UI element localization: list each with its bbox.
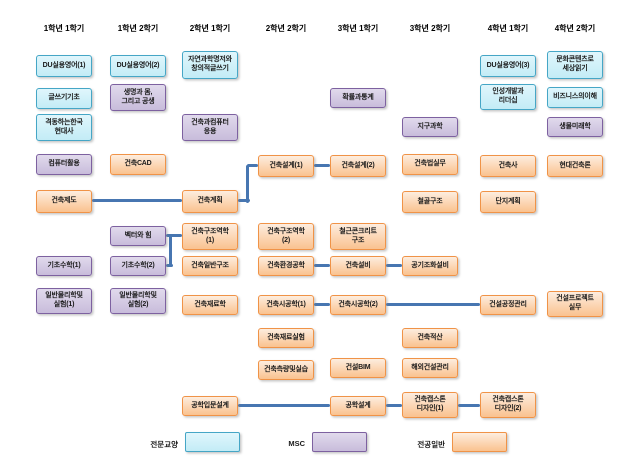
course-box: 건축일반구조 — [182, 256, 238, 276]
course-box: 건축시공학(2) — [330, 295, 386, 315]
course-box: 자연과학명저와 창의적글쓰기 — [182, 51, 238, 79]
semester-header: 4학년 1학기 — [487, 24, 529, 33]
course-box: DU실용영어(1) — [36, 55, 92, 77]
semester-header: 2학년 2학기 — [265, 24, 307, 33]
legend-label-msc: MSC — [288, 439, 305, 448]
course-box: 확률과통계 — [330, 88, 386, 108]
course-box: 건설BIM — [330, 358, 386, 378]
prerequisite-connector — [166, 264, 173, 267]
course-box: 인성개발과 리더십 — [480, 84, 536, 110]
course-box: 건축구조역학 (1) — [182, 223, 238, 250]
semester-header: 1학년 1학기 — [43, 24, 85, 33]
course-box: 글쓰기기초 — [36, 88, 92, 109]
course-box: 건축캡스톤 디자인(1) — [402, 392, 458, 418]
course-box: 공학설계 — [330, 396, 386, 416]
course-box: 건축사 — [480, 155, 536, 177]
course-box: 일반물리학및 실험(2) — [110, 288, 166, 314]
semester-header: 1학년 2학기 — [117, 24, 159, 33]
course-box: 건설프로젝트 실무 — [547, 291, 603, 317]
prerequisite-connector — [246, 165, 249, 203]
course-box: 문화콘텐츠로 세상읽기 — [547, 51, 603, 79]
course-box: 공기조화설비 — [402, 256, 458, 276]
course-box: 건축CAD — [110, 154, 166, 175]
prerequisite-connector — [247, 164, 258, 167]
course-box: 건축과컴퓨터 응용 — [182, 114, 238, 141]
course-box: 기초수학(2) — [110, 256, 166, 276]
course-box: 철근콘크리트 구조 — [330, 223, 386, 250]
prerequisite-connector — [314, 264, 330, 267]
course-box: 현대건축론 — [547, 155, 603, 177]
course-box: 철골구조 — [402, 191, 458, 213]
prerequisite-connector — [92, 199, 182, 202]
course-box: 건축적산 — [402, 328, 458, 348]
course-box: 공학입문설계 — [182, 396, 238, 416]
course-box: 격동하는한국 현대사 — [36, 114, 92, 141]
course-box: 해외건설관리 — [402, 358, 458, 378]
course-box: 건축설계(2) — [330, 155, 386, 177]
course-box: DU실용영어(3) — [480, 55, 536, 77]
prerequisite-connector — [458, 404, 480, 407]
prerequisite-connector — [314, 303, 330, 306]
legend-label-major: 전공일반 — [417, 440, 445, 449]
course-box: 건축설계(1) — [258, 155, 314, 177]
course-box: 건축구조역학 (2) — [258, 223, 314, 250]
course-box: 지구과학 — [402, 117, 458, 137]
course-box: 건축제도 — [36, 190, 92, 213]
course-box: 벡터와 힘 — [110, 226, 166, 246]
course-box: 건축시공학(1) — [258, 295, 314, 315]
course-box: 건축법실무 — [402, 154, 458, 175]
prerequisite-connector — [238, 199, 250, 202]
prerequisite-connector — [238, 404, 330, 407]
course-box: 건축계획 — [182, 190, 238, 213]
course-box: 건축재료실험 — [258, 328, 314, 348]
legend-swatch-msc — [312, 432, 367, 452]
semester-header: 3학년 2학기 — [409, 24, 451, 33]
course-box: 건축재료학 — [182, 295, 238, 315]
prerequisite-connector — [169, 235, 172, 267]
semester-header: 3학년 1학기 — [337, 24, 379, 33]
prerequisite-connector — [386, 303, 480, 306]
legend-swatch-liberal — [185, 432, 240, 452]
course-box: 건축환경공학 — [258, 256, 314, 276]
course-box: 건축측량및실습 — [258, 360, 314, 380]
course-box: 기초수학(1) — [36, 256, 92, 276]
course-box: 일반물리학및 실험(1) — [36, 288, 92, 314]
prerequisite-connector — [386, 404, 402, 407]
legend-swatch-major — [452, 432, 507, 452]
prerequisite-connector — [166, 234, 182, 237]
course-box: 생물미래학 — [547, 117, 603, 137]
prerequisite-connector — [386, 264, 402, 267]
course-box: DU실용영어(2) — [110, 55, 166, 77]
course-box: 컴퓨터활용 — [36, 154, 92, 175]
course-box: 생명과 몸, 그리고 공생 — [110, 84, 166, 111]
legend-label-liberal: 전문교양 — [150, 440, 178, 449]
course-box: 단지계획 — [480, 191, 536, 213]
course-box: 건축캡스톤 디자인(2) — [480, 392, 536, 418]
semester-header: 4학년 2학기 — [554, 24, 596, 33]
semester-header: 2학년 1학기 — [189, 24, 231, 33]
course-box: 건설공정관리 — [480, 295, 536, 315]
prerequisite-connector — [314, 164, 330, 167]
course-box: 건축설비 — [330, 256, 386, 276]
course-box: 비즈니스의이해 — [547, 87, 603, 108]
